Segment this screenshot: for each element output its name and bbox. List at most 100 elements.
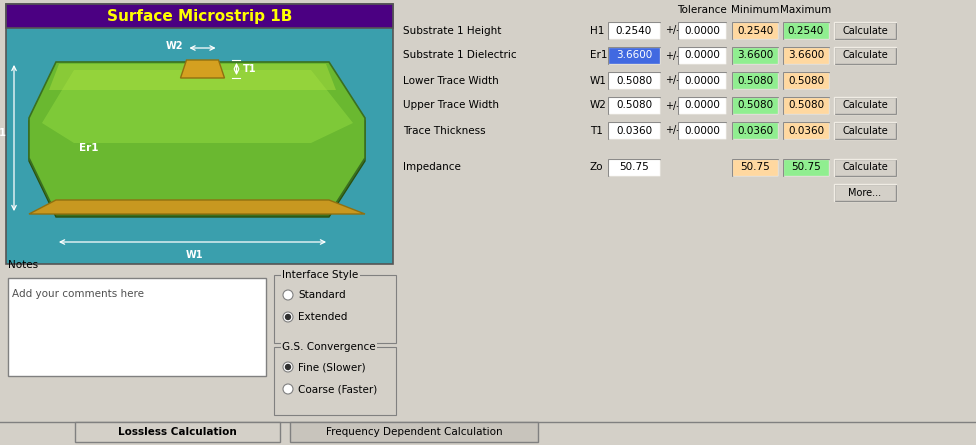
Text: 0.0000: 0.0000	[684, 101, 720, 110]
Text: T1: T1	[590, 125, 603, 135]
FancyBboxPatch shape	[784, 98, 828, 113]
Text: 0.5080: 0.5080	[616, 76, 652, 85]
FancyBboxPatch shape	[784, 123, 829, 139]
Text: +/-: +/-	[665, 125, 679, 135]
FancyBboxPatch shape	[609, 160, 659, 175]
FancyBboxPatch shape	[678, 122, 726, 139]
FancyBboxPatch shape	[835, 160, 896, 176]
FancyBboxPatch shape	[609, 48, 659, 63]
FancyBboxPatch shape	[733, 160, 778, 176]
Text: Calculate: Calculate	[842, 101, 888, 110]
Text: 3.6600: 3.6600	[788, 50, 824, 61]
FancyBboxPatch shape	[609, 23, 660, 39]
FancyBboxPatch shape	[732, 97, 778, 114]
FancyBboxPatch shape	[835, 23, 895, 38]
Text: 3.6600: 3.6600	[737, 50, 773, 61]
Text: 0.2540: 0.2540	[616, 25, 652, 36]
Circle shape	[283, 312, 293, 322]
FancyBboxPatch shape	[733, 23, 777, 38]
Text: 0.0360: 0.0360	[737, 125, 773, 135]
FancyBboxPatch shape	[784, 48, 829, 64]
FancyBboxPatch shape	[6, 4, 393, 28]
FancyBboxPatch shape	[835, 23, 896, 39]
Text: Notes: Notes	[8, 260, 38, 270]
Circle shape	[286, 364, 291, 369]
FancyBboxPatch shape	[783, 159, 829, 176]
Text: Substrate 1 Dielectric: Substrate 1 Dielectric	[403, 50, 516, 61]
FancyBboxPatch shape	[608, 97, 660, 114]
FancyBboxPatch shape	[8, 278, 266, 376]
FancyBboxPatch shape	[679, 98, 725, 113]
Text: G.S. Convergence: G.S. Convergence	[282, 342, 376, 352]
FancyBboxPatch shape	[835, 185, 896, 201]
Text: 0.5080: 0.5080	[737, 101, 773, 110]
Circle shape	[283, 362, 293, 372]
FancyBboxPatch shape	[608, 122, 660, 139]
FancyBboxPatch shape	[274, 347, 396, 415]
Text: Fine (Slower): Fine (Slower)	[298, 362, 366, 372]
Text: Calculate: Calculate	[842, 50, 888, 61]
Text: 0.0360: 0.0360	[616, 125, 652, 135]
Text: 0.0000: 0.0000	[684, 50, 720, 61]
FancyBboxPatch shape	[784, 160, 828, 175]
FancyBboxPatch shape	[608, 72, 660, 89]
FancyBboxPatch shape	[733, 73, 778, 89]
Text: 50.75: 50.75	[792, 162, 821, 173]
Text: 50.75: 50.75	[619, 162, 649, 173]
Text: Extended: Extended	[298, 312, 347, 322]
FancyBboxPatch shape	[609, 160, 660, 176]
Text: Maximum: Maximum	[781, 5, 832, 15]
FancyBboxPatch shape	[784, 23, 828, 38]
Circle shape	[283, 384, 293, 394]
FancyBboxPatch shape	[733, 98, 778, 114]
FancyBboxPatch shape	[609, 98, 660, 114]
FancyBboxPatch shape	[784, 123, 828, 138]
FancyBboxPatch shape	[733, 123, 777, 138]
FancyBboxPatch shape	[679, 23, 725, 38]
Text: 0.5080: 0.5080	[616, 101, 652, 110]
FancyBboxPatch shape	[834, 97, 896, 114]
FancyBboxPatch shape	[784, 160, 829, 176]
Text: 0.2540: 0.2540	[788, 25, 824, 36]
FancyBboxPatch shape	[835, 123, 896, 139]
Text: 0.0360: 0.0360	[788, 125, 824, 135]
FancyBboxPatch shape	[835, 98, 896, 114]
Text: Trace Thickness: Trace Thickness	[403, 125, 486, 135]
Text: 0.5080: 0.5080	[788, 76, 824, 85]
Text: W2: W2	[590, 101, 607, 110]
Text: 0.5080: 0.5080	[788, 101, 824, 110]
Text: Interface Style: Interface Style	[282, 270, 358, 280]
FancyBboxPatch shape	[679, 48, 726, 64]
FancyBboxPatch shape	[679, 123, 725, 138]
Polygon shape	[49, 64, 336, 90]
FancyBboxPatch shape	[834, 184, 896, 201]
Polygon shape	[29, 200, 365, 214]
FancyBboxPatch shape	[783, 22, 829, 39]
Text: Calculate: Calculate	[842, 125, 888, 135]
Text: Calculate: Calculate	[842, 162, 888, 173]
FancyBboxPatch shape	[783, 122, 829, 139]
Polygon shape	[29, 65, 365, 217]
Text: W2: W2	[166, 41, 183, 51]
FancyBboxPatch shape	[733, 23, 778, 39]
FancyBboxPatch shape	[609, 98, 659, 113]
FancyBboxPatch shape	[784, 23, 829, 39]
FancyBboxPatch shape	[835, 98, 895, 113]
FancyBboxPatch shape	[609, 73, 660, 89]
Polygon shape	[29, 62, 365, 214]
FancyBboxPatch shape	[678, 22, 726, 39]
FancyBboxPatch shape	[834, 22, 896, 39]
FancyBboxPatch shape	[679, 48, 725, 63]
Text: 3.6600: 3.6600	[616, 50, 652, 61]
Text: Frequency Dependent Calculation: Frequency Dependent Calculation	[326, 427, 503, 437]
Text: More...: More...	[848, 187, 881, 198]
Text: 0.0000: 0.0000	[684, 76, 720, 85]
Circle shape	[283, 290, 293, 300]
FancyBboxPatch shape	[6, 4, 393, 264]
Text: Er1: Er1	[79, 143, 99, 153]
FancyBboxPatch shape	[608, 22, 660, 39]
Text: Er1: Er1	[590, 50, 607, 61]
FancyBboxPatch shape	[784, 73, 829, 89]
FancyBboxPatch shape	[733, 98, 777, 113]
FancyBboxPatch shape	[784, 98, 829, 114]
